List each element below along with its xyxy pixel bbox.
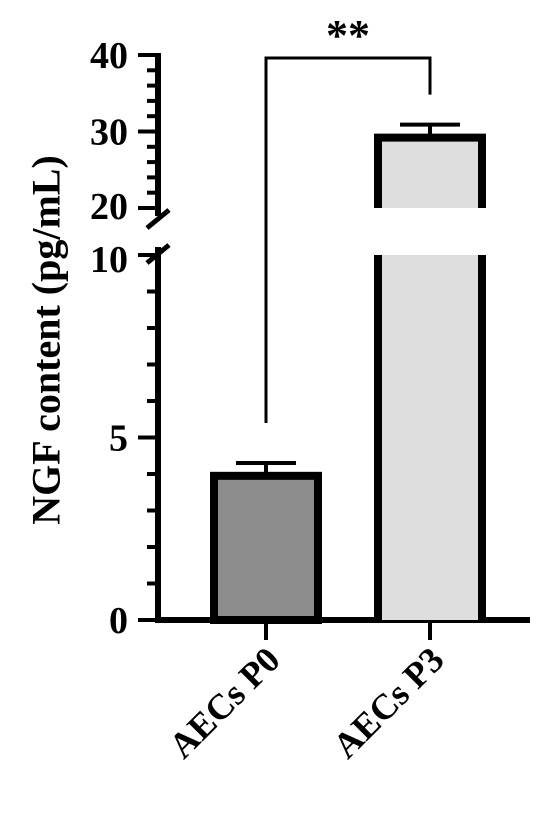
bar <box>210 471 322 625</box>
significance-label: ** <box>326 11 370 60</box>
y-tick-label: 40 <box>90 35 128 77</box>
y-tick-label: 10 <box>90 239 128 281</box>
y-tick-label: 5 <box>109 418 128 460</box>
x-tick-label: AECs P0 <box>161 639 288 766</box>
y-tick-label: 30 <box>90 112 128 154</box>
x-tick-label: AECs P3 <box>325 639 452 766</box>
axis-break-mark <box>145 208 171 230</box>
bar <box>378 255 482 620</box>
bars-group <box>210 122 486 625</box>
significance-bracket <box>264 56 432 424</box>
y-tick-label: 0 <box>109 600 128 642</box>
bar <box>378 137 482 208</box>
y-tick-label: 20 <box>90 186 128 228</box>
